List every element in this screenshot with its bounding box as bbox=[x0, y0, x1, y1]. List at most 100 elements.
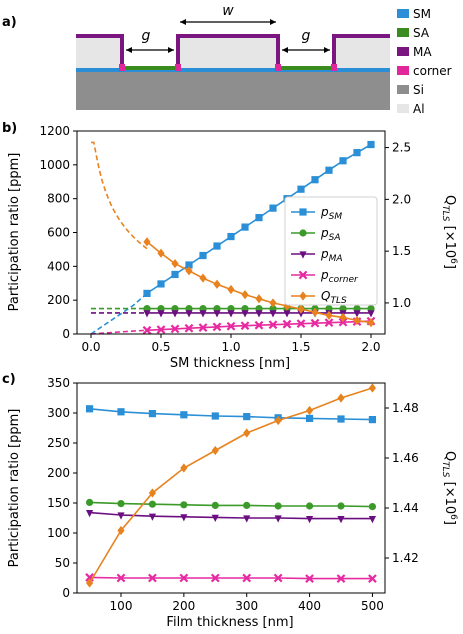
c-point-Q_TLS-0 bbox=[85, 578, 94, 588]
ma-center bbox=[176, 34, 280, 66]
b-xtick-label-1: 0.5 bbox=[151, 340, 170, 354]
sm-layer bbox=[76, 68, 390, 72]
si-substrate bbox=[76, 72, 390, 110]
c-point-Q_TLS-5 bbox=[243, 428, 251, 438]
c-point-p_MA-0 bbox=[85, 510, 94, 518]
legend-swatch-ma bbox=[397, 47, 409, 56]
material-legend: SM SA MA corner Si Al bbox=[397, 7, 452, 116]
b-point-Q_TLS-7 bbox=[241, 290, 249, 300]
c-point-p_corner-9 bbox=[368, 574, 377, 583]
b-y2tick-label-1: 1.5 bbox=[392, 244, 411, 258]
c-point-p_SA-2 bbox=[148, 500, 157, 508]
c-point-Q_TLS-3 bbox=[180, 463, 188, 473]
c-point-p_MA-8 bbox=[337, 516, 345, 524]
c-ytick-label-5: 250 bbox=[47, 436, 70, 450]
c-point-p_SM-3 bbox=[180, 411, 188, 419]
legend-text-sa: SA bbox=[413, 26, 430, 40]
c-xtick-label-1: 200 bbox=[172, 599, 195, 613]
b-xtick-label-4: 2.0 bbox=[361, 340, 380, 354]
panel-c-xlabel: Film thickness [nm] bbox=[166, 615, 293, 630]
b-point-p_SM-12 bbox=[311, 176, 319, 184]
b-point-p_MA-5 bbox=[213, 310, 221, 318]
b-xtick-label-3: 1.5 bbox=[291, 340, 310, 354]
c-point-p_SM-8 bbox=[337, 415, 345, 423]
panel-b-frame bbox=[76, 130, 386, 335]
c-point-p_MA-3 bbox=[180, 514, 188, 522]
legend-text-sm: SM bbox=[413, 7, 431, 21]
legend-text-si: Si bbox=[413, 83, 424, 97]
al-right-pad bbox=[334, 38, 390, 68]
b-point-p_SM-8 bbox=[255, 214, 263, 222]
b-dashed-p_SM bbox=[90, 292, 148, 335]
b-point-p_corner-8 bbox=[254, 320, 264, 330]
c-point-Q_TLS-9 bbox=[368, 383, 377, 393]
panel-b-chart: b) 0.0 0.5 1.0 1.5 2.0 0 200 400 600 800 1000 1200 1… bbox=[2, 121, 458, 371]
ma-left bbox=[76, 34, 124, 66]
b-point-p_corner-6 bbox=[226, 321, 236, 331]
g-label-right: g bbox=[302, 28, 311, 44]
c-line-p_MA bbox=[89, 511, 373, 520]
c-point-p_corner-7 bbox=[305, 574, 314, 583]
b-point-Q_TLS-11 bbox=[297, 304, 305, 314]
g-arrow-left-heads bbox=[126, 47, 174, 53]
b-point-p_corner-1 bbox=[156, 325, 166, 334]
b-point-p_SM-4 bbox=[199, 251, 207, 260]
b-point-p_MA-4 bbox=[199, 310, 207, 318]
c-point-p_SM-7 bbox=[305, 414, 314, 422]
c-point-p_SA-7 bbox=[305, 502, 314, 510]
c-line-p_SM bbox=[89, 408, 373, 421]
b-point-p_corner-14 bbox=[338, 317, 348, 327]
c-y2tick-label-2: 1.46 bbox=[392, 451, 419, 465]
c-ytick-label-6: 300 bbox=[47, 406, 70, 420]
c-point-p_SA-5 bbox=[243, 501, 251, 509]
b-point-Q_TLS-6 bbox=[227, 284, 235, 295]
b-point-p_corner-2 bbox=[170, 324, 180, 334]
b-point-Q_TLS-15 bbox=[353, 315, 361, 326]
b-point-Q_TLS-0 bbox=[143, 237, 151, 247]
panel-a-schematic: a) g g w SM SA bbox=[2, 3, 452, 116]
legend-text-corner: corner bbox=[413, 64, 452, 78]
b-point-p_SM-0 bbox=[143, 289, 151, 297]
al-left-pad bbox=[76, 38, 122, 68]
b-legend-marker-p_MA bbox=[299, 251, 307, 259]
b-point-p_SM-5 bbox=[213, 242, 221, 250]
c-ytick-label-2: 100 bbox=[47, 526, 70, 540]
c-point-p_SM-5 bbox=[243, 413, 251, 421]
b-point-p_SM-16 bbox=[367, 140, 375, 149]
c-point-p_SM-9 bbox=[368, 416, 377, 424]
b-point-p_MA-11 bbox=[297, 310, 305, 318]
c-point-p_SA-8 bbox=[337, 502, 345, 510]
b-point-Q_TLS-4 bbox=[199, 273, 207, 283]
c-xtick-label-2: 300 bbox=[235, 599, 258, 613]
c-point-p_corner-3 bbox=[179, 573, 189, 583]
b-point-Q_TLS-12 bbox=[311, 307, 319, 317]
c-point-p_SM-2 bbox=[148, 410, 157, 418]
g-label-left: g bbox=[142, 28, 151, 44]
b-point-p_SM-7 bbox=[241, 223, 249, 231]
b-point-p_corner-13 bbox=[324, 318, 334, 328]
b-legend-marker-p_SM bbox=[299, 208, 307, 216]
b-point-p_MA-1 bbox=[157, 310, 165, 318]
b-point-p_SM-13 bbox=[325, 166, 333, 174]
b-y2tick-label-3: 2.5 bbox=[392, 141, 411, 155]
legend-swatch-al bbox=[397, 104, 409, 113]
b-point-p_MA-2 bbox=[171, 310, 179, 318]
panel-b-ylabel: Participation ratio [ppm] bbox=[7, 153, 22, 312]
b-point-p_corner-4 bbox=[198, 323, 208, 332]
c-y2tick-label-1: 1.44 bbox=[392, 501, 419, 515]
legend-swatch-sa bbox=[397, 28, 409, 37]
c-point-p_SM-4 bbox=[211, 412, 219, 420]
b-point-p_MA-9 bbox=[269, 310, 277, 318]
legend-swatch-corner bbox=[397, 66, 409, 75]
c-point-p_SA-3 bbox=[180, 501, 188, 509]
b-y2tick-label-2: 2.0 bbox=[392, 192, 411, 206]
c-point-p_corner-2 bbox=[148, 573, 157, 583]
panel-c-label: c) bbox=[2, 372, 16, 387]
c-point-p_SA-9 bbox=[368, 503, 377, 511]
al-center-strip bbox=[178, 38, 278, 68]
b-point-Q_TLS-9 bbox=[269, 298, 277, 308]
b-legend-marker-p_SA bbox=[299, 229, 307, 237]
legend-text-al: Al bbox=[413, 102, 425, 116]
